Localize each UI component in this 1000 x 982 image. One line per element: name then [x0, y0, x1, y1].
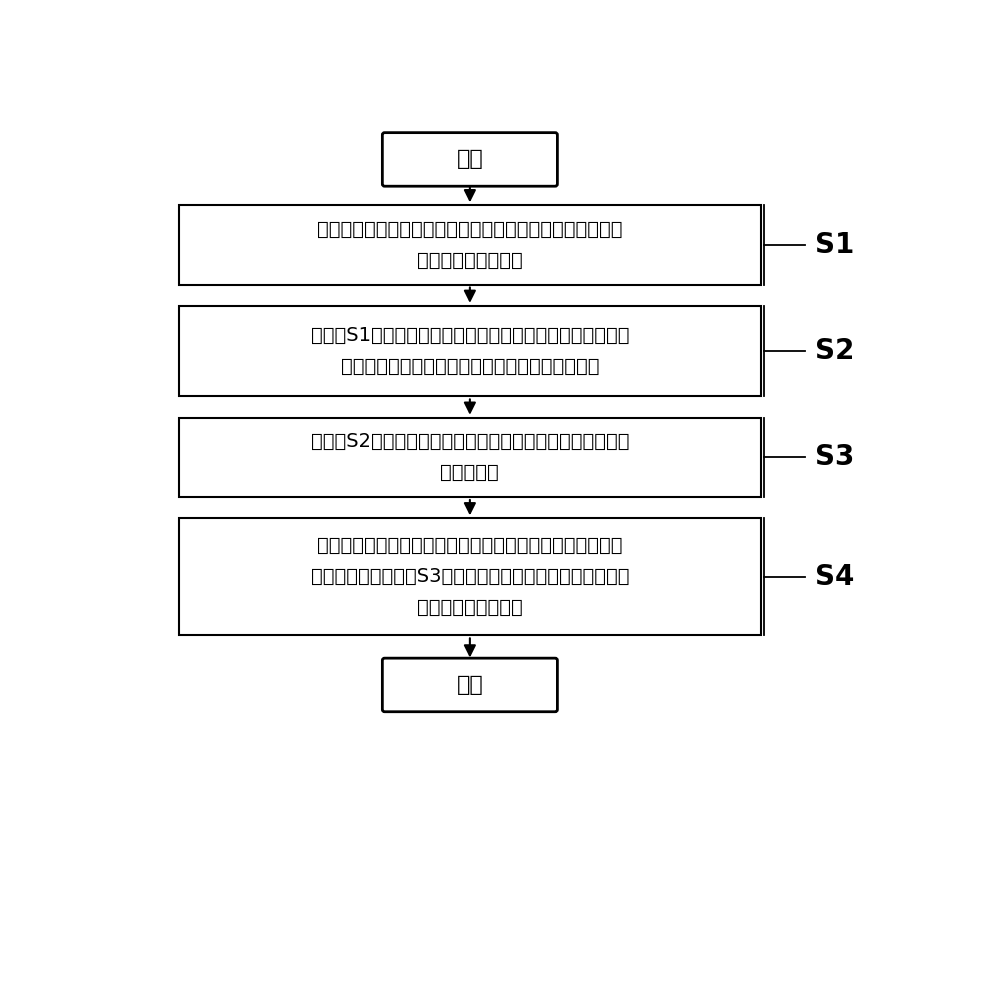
Text: 将步骤S1中的植物油粕发酵物和畜禽粪便混合后接种玫瑰黄
链霉菌和放线菌，进行再次发酵，获得二次发酵物: 将步骤S1中的植物油粕发酵物和畜禽粪便混合后接种玫瑰黄 链霉菌和放线菌，进行再次…	[311, 326, 629, 376]
Text: 将石灰岩和白云岩粉碎、过筛、烘烤、冷却后获得岩石粉，
将所述岩石粉与步骤S3中发酵粉剂混合，获得抗作物重茬障
碍的复合微生物制剂: 将石灰岩和白云岩粉碎、过筛、烘烤、冷却后获得岩石粉， 将所述岩石粉与步骤S3中发…	[311, 536, 629, 618]
FancyBboxPatch shape	[179, 417, 761, 497]
Text: S4: S4	[815, 563, 854, 591]
Text: 枯草芽孢杆菌和木霉菌接种到植物油粕中进行第一次发酵，
获得植物油粕发酵物: 枯草芽孢杆菌和木霉菌接种到植物油粕中进行第一次发酵， 获得植物油粕发酵物	[317, 220, 623, 270]
FancyBboxPatch shape	[382, 133, 557, 187]
Text: S3: S3	[815, 443, 854, 471]
FancyBboxPatch shape	[179, 518, 761, 635]
Text: S1: S1	[815, 231, 854, 259]
FancyBboxPatch shape	[382, 658, 557, 712]
Text: 结束: 结束	[456, 675, 483, 695]
FancyBboxPatch shape	[179, 205, 761, 285]
FancyBboxPatch shape	[179, 305, 761, 397]
Text: S2: S2	[815, 337, 854, 365]
Text: 将步骤S2中的二次发酵物与菊芋秸秆混合后，风干粉碎，获
得发酵粉剂: 将步骤S2中的二次发酵物与菊芋秸秆混合后，风干粉碎，获 得发酵粉剂	[311, 432, 629, 482]
Text: 开始: 开始	[456, 149, 483, 170]
